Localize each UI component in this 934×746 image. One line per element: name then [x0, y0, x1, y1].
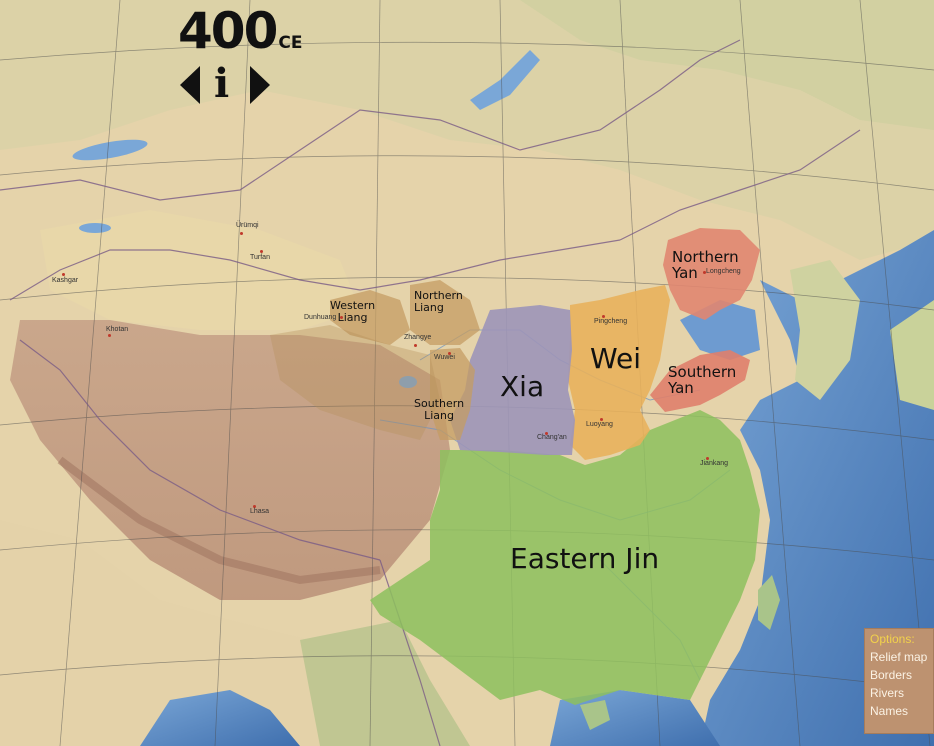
northern-yan-territory	[663, 228, 760, 320]
southern-liang-territory	[430, 348, 475, 440]
year-number: 400	[178, 2, 278, 60]
city-label-luoyang: Luoyang	[586, 421, 613, 428]
lake-baikal	[470, 50, 540, 110]
city-dot-luoyang	[600, 418, 603, 421]
city-dot-jiankang	[706, 457, 709, 460]
region-label-southern-liang: Southern Liang	[414, 397, 465, 422]
region-label-xia: Xia	[500, 370, 545, 403]
next-arrow-icon[interactable]	[250, 66, 270, 104]
previous-arrow-icon[interactable]	[180, 66, 200, 104]
region-label-southern-yan: Southern Yan	[668, 363, 737, 397]
city-label-zhangye: Zhangye	[404, 334, 432, 341]
city-label-kashgar: Kashgar	[52, 277, 79, 284]
city-label-dunhuang: Dunhuang	[304, 314, 337, 321]
lake-qinghai	[399, 376, 417, 388]
year-era: CE	[278, 33, 303, 53]
south-asia-plain	[0, 520, 380, 746]
region-label-western-liang: Western Liang	[330, 299, 376, 324]
city-label-jiankang: Jiankang	[700, 460, 729, 467]
hainan	[580, 700, 610, 730]
siberian-forest	[520, 0, 934, 130]
city-dot-changan	[545, 432, 548, 435]
option-relief-map[interactable]: Relief map	[870, 650, 928, 664]
options-panel: Options: Relief map Borders Rivers Names	[864, 628, 934, 734]
options-title: Options:	[870, 632, 915, 646]
city-dot-longcheng	[703, 271, 706, 274]
northern-liang-territory	[410, 280, 480, 345]
bay-of-bengal	[140, 690, 300, 746]
tibet-polity-shade	[270, 325, 440, 440]
city-label-pingcheng: Pingcheng	[594, 318, 628, 325]
region-label-wei: Wei	[590, 342, 642, 375]
city-dot-pingcheng	[602, 315, 605, 318]
modern-borders	[0, 39, 861, 746]
xia-territory	[450, 305, 575, 455]
lake-balkhash	[72, 139, 148, 161]
city-label-longcheng: Longcheng	[706, 268, 741, 275]
eastern-jin-territory	[370, 410, 760, 705]
city-label-urumqi: Ürümqi	[236, 222, 259, 229]
city-dot-wuwei	[448, 352, 451, 355]
region-label-northern-yan: Northern Yan	[672, 248, 739, 282]
city-label-turfan: Turfan	[250, 254, 270, 261]
city-label-lhasa: Lhasa	[250, 508, 270, 515]
southern-yan-territory	[650, 350, 750, 412]
tarim-basin	[40, 210, 360, 330]
city-dot-urumqi	[240, 232, 243, 235]
timeline-nav: i	[180, 60, 272, 107]
city-label-khotan: Khotan	[106, 326, 129, 333]
option-names[interactable]: Names	[870, 704, 909, 718]
option-rivers[interactable]: Rivers	[870, 686, 905, 700]
japan-kyushu	[890, 300, 934, 410]
himalaya-ridge	[57, 456, 381, 585]
region-label-eastern-jin: Eastern Jin	[510, 542, 660, 575]
city-label-changan: Chang'an	[537, 434, 567, 441]
taiwan	[758, 575, 780, 630]
indochina-green	[300, 620, 470, 746]
city-dot-zhangye	[414, 344, 417, 347]
year-display: 400 CE	[178, 2, 302, 60]
tibetan-plateau	[10, 320, 450, 600]
city-dot-turfan	[260, 250, 263, 253]
city-dot-dunhuang	[340, 316, 343, 319]
region-label-northern-liang: Northern Liang	[414, 289, 463, 314]
wei-territory	[568, 285, 670, 460]
lake-issyk-kul	[79, 223, 111, 233]
city-label-wuwei: Wuwei	[434, 354, 455, 361]
western-liang-territory	[330, 290, 410, 345]
city-dot-kashgar	[62, 273, 65, 276]
city-dot-khotan	[108, 334, 111, 337]
option-borders[interactable]: Borders	[870, 668, 913, 682]
city-dot-lhasa	[253, 505, 256, 508]
info-icon[interactable]: i	[214, 60, 230, 107]
korea-peninsula	[790, 260, 860, 400]
